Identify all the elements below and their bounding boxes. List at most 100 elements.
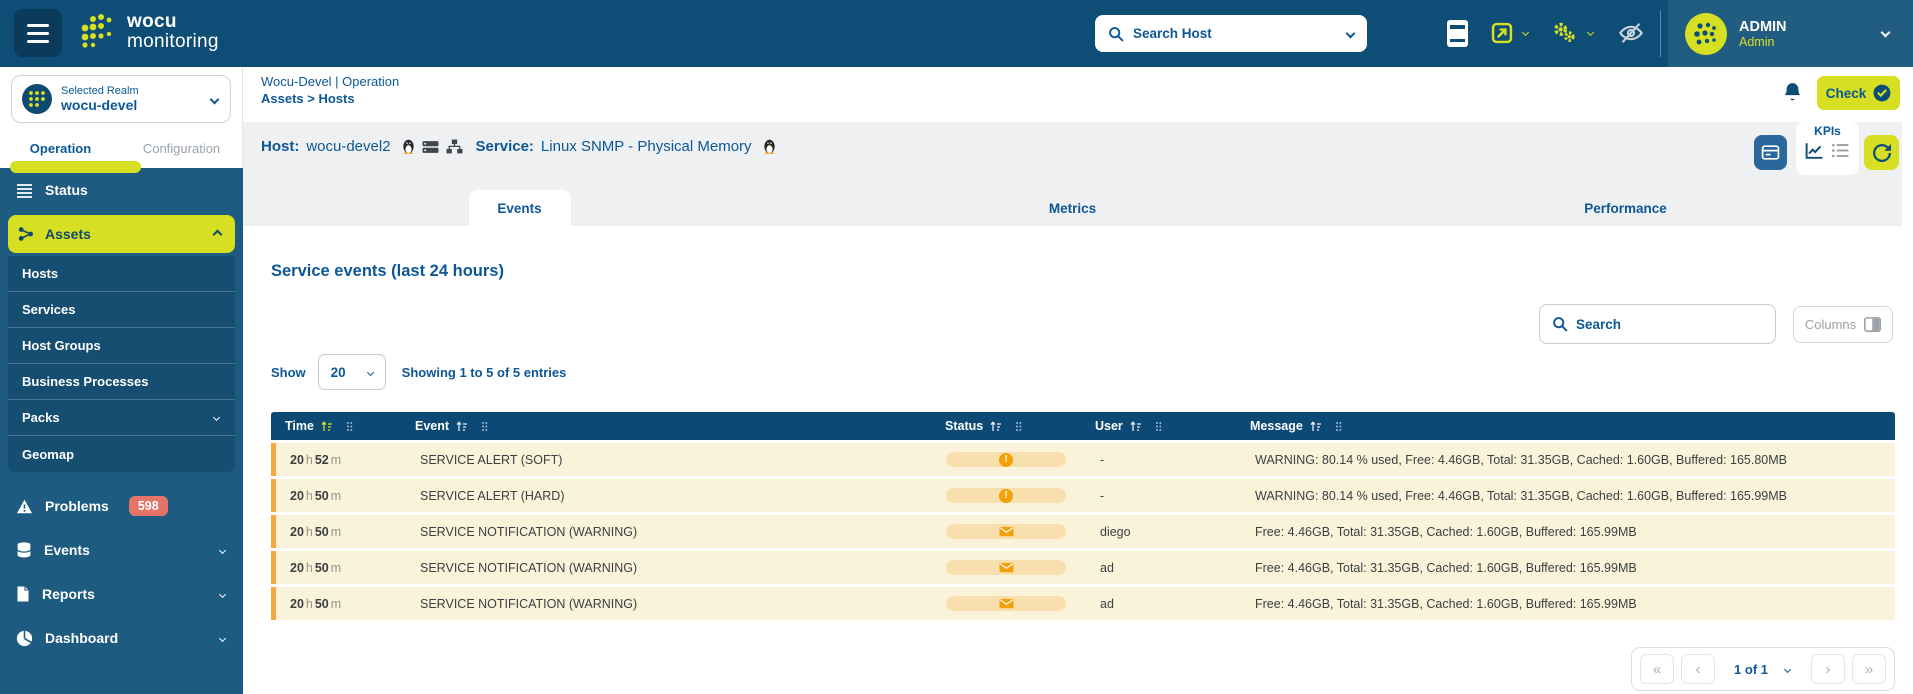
column-header-message[interactable]: Message (1236, 419, 1895, 433)
kpi-chart-icon[interactable] (1805, 142, 1824, 159)
card-view-button[interactable] (1754, 135, 1787, 170)
realm-label: Selected Realm (61, 85, 139, 97)
search-input[interactable] (1576, 316, 1736, 332)
host-name: wocu-devel2 (306, 138, 391, 155)
check-button[interactable]: Check (1817, 76, 1900, 110)
warning-triangle-icon (17, 499, 32, 513)
sidebar-item-problems[interactable]: Problems 598 (0, 484, 243, 528)
sidebar-item-services[interactable]: Services (8, 292, 235, 328)
tab-performance[interactable]: Performance (1584, 200, 1667, 216)
sidebar-item-business-processes[interactable]: Business Processes (8, 364, 235, 400)
message-cell: WARNING: 80.14 % used, Free: 4.46GB, Tot… (1255, 488, 1788, 503)
sort-icon[interactable] (1130, 420, 1142, 432)
page-select-chevron-icon[interactable] (1783, 665, 1792, 673)
sidebar-item-dashboard[interactable]: Dashboard (0, 616, 243, 660)
notifications-bell-icon[interactable] (1783, 82, 1802, 108)
event-cell: SERVICE NOTIFICATION (WARNING) (420, 524, 638, 539)
user-cell: ad (1100, 596, 1114, 611)
service-detail-tabs: Events Metrics Performance (243, 190, 1902, 226)
tab-events[interactable]: Events (468, 190, 571, 226)
menu-toggle-button[interactable] (14, 9, 62, 57)
admin-avatar (1685, 12, 1727, 55)
next-page-button[interactable]: › (1811, 654, 1845, 684)
sort-icon[interactable] (990, 420, 1002, 432)
chevron-down-icon (212, 413, 221, 422)
sidebar-item-events[interactable]: Events (0, 528, 243, 572)
column-header-status[interactable]: Status (931, 419, 1081, 433)
sort-icon[interactable] (321, 420, 333, 432)
column-header-user[interactable]: User (1081, 419, 1236, 433)
topbar-separator (1660, 10, 1661, 57)
sidebar-item-packs[interactable]: Packs (8, 400, 235, 436)
drag-handle-icon[interactable] (1155, 421, 1162, 432)
sidebar: Selected Realm wocu-devel Operation Conf… (0, 67, 243, 694)
refresh-icon (1872, 143, 1891, 162)
admin-user-menu[interactable]: ADMIN Admin (1668, 0, 1913, 67)
drag-handle-icon[interactable] (481, 421, 488, 432)
tab-metrics[interactable]: Metrics (1048, 200, 1097, 216)
sort-icon[interactable] (456, 420, 468, 432)
event-cell: SERVICE ALERT (HARD) (420, 488, 565, 503)
search-host-placeholder: Search Host (1133, 26, 1212, 41)
user-cell: - (1100, 452, 1105, 467)
table-row[interactable]: 20 h 50 m SERVICE ALERT (HARD) ! - WARNING:… (271, 479, 1895, 512)
check-circle-icon (1873, 84, 1891, 102)
sidebar-item-hosts[interactable]: Hosts (8, 256, 235, 292)
sort-icon[interactable] (1310, 420, 1322, 432)
kpi-list-icon[interactable] (1831, 142, 1850, 159)
table-row[interactable]: 20 h 52 m SERVICE ALERT (SOFT) ! - WARNING:… (271, 443, 1895, 476)
show-entries-row: Show 20 Showing 1 to 5 of 5 entries (271, 354, 566, 390)
status-badge (946, 524, 1066, 539)
table-row[interactable]: 20 h 50 m SERVICE NOTIFICATION (WARNING) ad… (271, 587, 1895, 620)
showing-entries-text: Showing 1 to 5 of 5 entries (401, 364, 567, 380)
sidebar-item-host-groups[interactable]: Host Groups (8, 328, 235, 364)
message-cell: Free: 4.46GB, Total: 31.35GB, Cached: 1.… (1255, 560, 1637, 575)
search-host-dropdown[interactable]: Search Host (1095, 15, 1367, 52)
drag-handle-icon[interactable] (1015, 421, 1022, 432)
sidebar-item-assets[interactable]: Assets (8, 215, 235, 253)
sidebar-item-geomap[interactable]: Geomap (22, 446, 75, 462)
active-tab-indicator (10, 161, 141, 173)
column-header-event[interactable]: Event (401, 419, 931, 433)
server-icon (422, 140, 439, 153)
status-badge (946, 560, 1066, 575)
refresh-button[interactable] (1864, 135, 1899, 170)
problems-count-badge: 598 (128, 496, 168, 516)
prev-page-button[interactable]: ‹ (1681, 654, 1716, 684)
first-page-button[interactable]: « (1640, 654, 1675, 684)
page-size-select[interactable]: 20 (317, 354, 386, 390)
message-cell: WARNING: 80.14 % used, Free: 4.46GB, Tot… (1255, 452, 1788, 467)
card-view-icon (1761, 145, 1780, 160)
chevron-down-icon (218, 546, 227, 554)
last-page-button[interactable]: » (1852, 654, 1886, 684)
sidebar-item-reports[interactable]: Reports (0, 572, 243, 616)
envelope-icon (998, 562, 1014, 573)
event-cell: SERVICE NOTIFICATION (WARNING) (420, 560, 638, 575)
table-row[interactable]: 20 h 50 m SERVICE NOTIFICATION (WARNING) di… (271, 515, 1895, 548)
sidebar-item-status[interactable]: Status (0, 168, 243, 212)
docs-book-icon[interactable] (1447, 20, 1468, 47)
chevron-down-icon[interactable] (1586, 28, 1595, 37)
drag-handle-icon[interactable] (1335, 421, 1342, 432)
linux-penguin-icon (763, 139, 775, 154)
sidebar-menu: Status Assets Hosts Services Host Groups… (0, 168, 243, 660)
status-list-icon (17, 183, 32, 198)
chevron-up-icon (212, 229, 223, 239)
user-cell: - (1100, 488, 1105, 503)
chevron-down-icon (366, 368, 374, 376)
top-navbar: wocu monitoring Search Host (0, 0, 1913, 67)
pagination: « ‹ 1 of 1 › » (1631, 647, 1895, 691)
columns-button[interactable]: Columns (1793, 306, 1893, 343)
eye-slash-icon[interactable] (1618, 23, 1644, 48)
chevron-down-icon[interactable] (1521, 28, 1530, 37)
panel-title: Service events (last 24 hours) (271, 262, 504, 280)
tab-operation[interactable]: Operation (29, 141, 92, 156)
table-row[interactable]: 20 h 50 m SERVICE NOTIFICATION (WARNING) ad… (271, 551, 1895, 584)
realm-selector[interactable]: Selected Realm wocu-devel (11, 75, 231, 123)
gears-icon[interactable] (1552, 21, 1576, 48)
tab-configuration[interactable]: Configuration (142, 141, 221, 156)
external-link-icon[interactable] (1491, 22, 1513, 49)
drag-handle-icon[interactable] (346, 421, 353, 432)
column-header-time[interactable]: Time (271, 419, 401, 433)
report-file-icon (17, 586, 29, 602)
